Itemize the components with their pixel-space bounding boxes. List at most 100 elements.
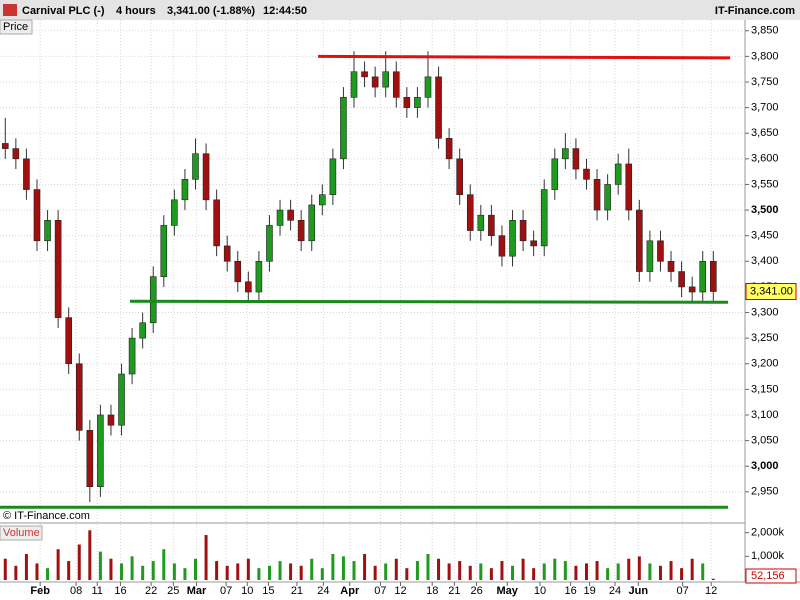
y-tick-label: 3,850 xyxy=(751,25,779,37)
candle-body xyxy=(223,245,231,262)
volume-bar xyxy=(447,563,451,580)
price-label: Price xyxy=(3,21,28,33)
candle-body xyxy=(33,189,41,242)
volume-bar xyxy=(521,558,525,580)
candle-body xyxy=(456,158,463,195)
last-price-box xyxy=(745,283,797,301)
x-tick-label: 22 xyxy=(145,585,157,597)
candle-body xyxy=(688,286,696,293)
volume-bar xyxy=(236,563,240,580)
candle-body xyxy=(562,148,569,160)
volume-bar xyxy=(172,563,176,580)
candle-body xyxy=(519,220,527,242)
candle-body xyxy=(498,235,506,257)
candle-body xyxy=(65,317,72,365)
candle-body xyxy=(1,143,9,149)
y-tick-label: 3,800 xyxy=(751,50,779,62)
volume-bar xyxy=(67,561,71,580)
x-tick-label: 21 xyxy=(291,585,303,597)
y-tick-label: 3,100 xyxy=(751,409,779,421)
candle-body xyxy=(657,240,664,262)
volume-bar xyxy=(24,553,28,580)
volume-bar xyxy=(310,558,314,580)
candle-body xyxy=(276,209,284,226)
candle-body xyxy=(86,430,94,488)
volume-bar xyxy=(500,561,504,580)
x-tick-label: 24 xyxy=(317,585,329,597)
volume-bar xyxy=(299,565,303,580)
candle-body xyxy=(128,337,136,375)
interval: 4 hours xyxy=(116,5,156,17)
volume-bar xyxy=(352,561,356,580)
volume-bar xyxy=(606,568,610,580)
volume-bar xyxy=(489,568,493,580)
x-tick-label: 10 xyxy=(241,585,253,597)
volume-bar xyxy=(553,558,557,580)
y-tick-label: 3,050 xyxy=(751,435,779,447)
candle-body xyxy=(118,373,125,426)
candle-body xyxy=(255,260,263,293)
volume-bar xyxy=(415,561,419,580)
candle-body xyxy=(477,214,485,231)
candle-body xyxy=(636,209,643,272)
y-tick-label: 3,200 xyxy=(751,358,779,370)
volume-bar xyxy=(151,561,155,580)
volume-bar xyxy=(162,549,166,580)
candle-body xyxy=(181,179,189,201)
chart-title: Carnival PLC (-) xyxy=(22,5,105,17)
trendline xyxy=(129,299,729,304)
candle-body xyxy=(445,138,453,160)
y-tick-label: 3,550 xyxy=(751,178,779,190)
brand: IT-Finance.com xyxy=(715,5,795,17)
candle-body xyxy=(709,260,717,292)
volume-bar xyxy=(669,561,673,580)
candle-body xyxy=(371,76,379,88)
volume-bar xyxy=(405,568,409,580)
candle-body xyxy=(678,271,685,288)
y-tick-label: 3,300 xyxy=(751,306,779,318)
header-bar xyxy=(0,0,800,20)
volume-bar xyxy=(257,568,261,580)
volume-bar xyxy=(701,563,705,580)
candle-body xyxy=(319,194,326,206)
volume-bar xyxy=(658,565,662,580)
volume-bar xyxy=(193,558,197,580)
candle-body xyxy=(350,71,358,98)
volume-bar xyxy=(289,563,293,580)
y-tick-label: 3,400 xyxy=(751,255,779,267)
volume-bar xyxy=(320,568,324,580)
volume-bar xyxy=(595,561,599,580)
candle-body xyxy=(392,71,400,98)
candle-body xyxy=(329,158,337,195)
y-tick-label: 3,250 xyxy=(751,332,779,344)
candle-body xyxy=(540,189,548,247)
x-tick-label: 24 xyxy=(609,585,621,597)
candle-body xyxy=(583,168,590,180)
candle-body xyxy=(160,225,168,277)
x-tick-label: 12 xyxy=(705,585,717,597)
candle-body xyxy=(23,158,30,190)
candle-body xyxy=(54,220,62,318)
candle-body xyxy=(699,260,707,293)
candle-body xyxy=(435,76,442,139)
candle-body xyxy=(361,71,368,78)
volume-bar xyxy=(331,553,335,580)
volume-bar xyxy=(511,565,515,580)
volume-bar xyxy=(426,553,430,580)
candle-body xyxy=(213,199,220,247)
quote: 3,341.00 (-1.88%) xyxy=(167,5,255,17)
candle-body xyxy=(530,240,537,247)
candle-body xyxy=(403,97,411,108)
candle-body xyxy=(266,225,273,262)
volume-bar xyxy=(680,568,684,580)
y-tick-label: 3,750 xyxy=(751,76,779,88)
candle-body xyxy=(604,184,611,211)
volume-bar xyxy=(711,578,715,580)
y-tick-label: 3,450 xyxy=(751,230,779,242)
y-tick-label: 3,150 xyxy=(751,383,779,395)
volume-bar xyxy=(35,563,39,580)
y-tick-label: 3,650 xyxy=(751,127,779,139)
volume-bar xyxy=(88,530,92,580)
candle-body xyxy=(625,163,633,211)
